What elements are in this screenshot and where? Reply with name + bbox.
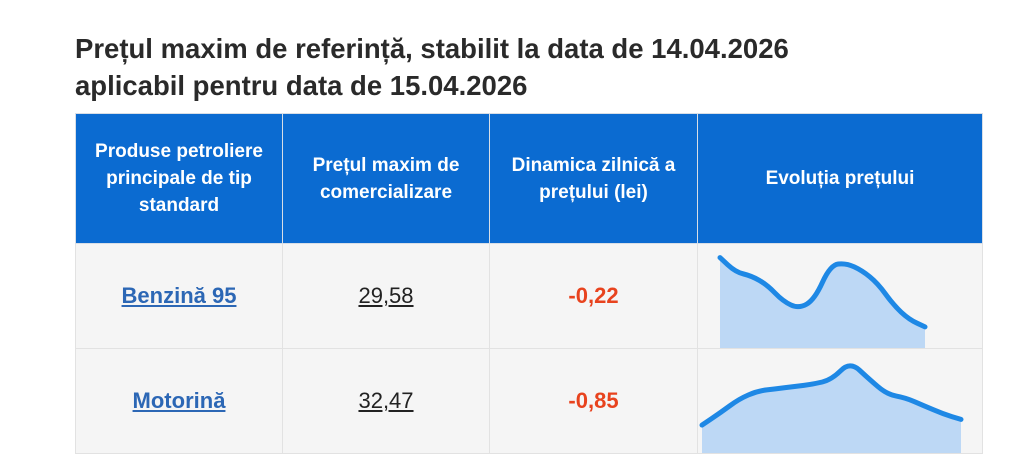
- table-header-row: Produse petroliere principale de tip sta…: [75, 113, 983, 244]
- table-row: Motorină 32,47 -0,85: [75, 348, 983, 454]
- price-value: 29,58: [358, 283, 414, 308]
- header-price: Prețul maxim de comercializare: [282, 113, 490, 244]
- trend-cell: [697, 348, 983, 454]
- page-title: Prețul maxim de referință, stabilit la d…: [75, 30, 975, 104]
- delta-value: -0,22: [568, 283, 619, 308]
- product-cell: Motorină: [75, 348, 283, 454]
- header-trend: Evoluția prețului: [697, 113, 983, 244]
- sparkline-area: [702, 365, 961, 453]
- sparkline-area: [720, 257, 925, 348]
- table-row: Benzină 95 29,58 -0,22: [75, 243, 983, 349]
- delta-cell: -0,22: [489, 243, 698, 349]
- trend-cell: [697, 243, 983, 349]
- title-line-2: aplicabil pentru data de 15.04.2026: [75, 70, 528, 101]
- sparkline-chart: [717, 255, 928, 348]
- sparkline-line: [717, 255, 928, 330]
- price-table: Produse petroliere principale de tip sta…: [75, 113, 983, 454]
- title-line-1: Prețul maxim de referință, stabilit la d…: [75, 33, 789, 64]
- sparkline-line: [699, 363, 964, 428]
- product-link-benzina-95[interactable]: Benzină 95: [121, 283, 237, 308]
- product-cell: Benzină 95: [75, 243, 283, 349]
- delta-value: -0,85: [568, 388, 619, 413]
- price-cell: 29,58: [282, 243, 490, 349]
- header-delta: Dinamica zilnică a prețului (lei): [489, 113, 698, 244]
- header-product: Produse petroliere principale de tip sta…: [75, 113, 283, 244]
- price-value: 32,47: [358, 388, 414, 413]
- price-cell: 32,47: [282, 348, 490, 454]
- sparkline-chart: [699, 363, 964, 453]
- delta-cell: -0,85: [489, 348, 698, 454]
- product-link-motorina[interactable]: Motorină: [132, 388, 226, 413]
